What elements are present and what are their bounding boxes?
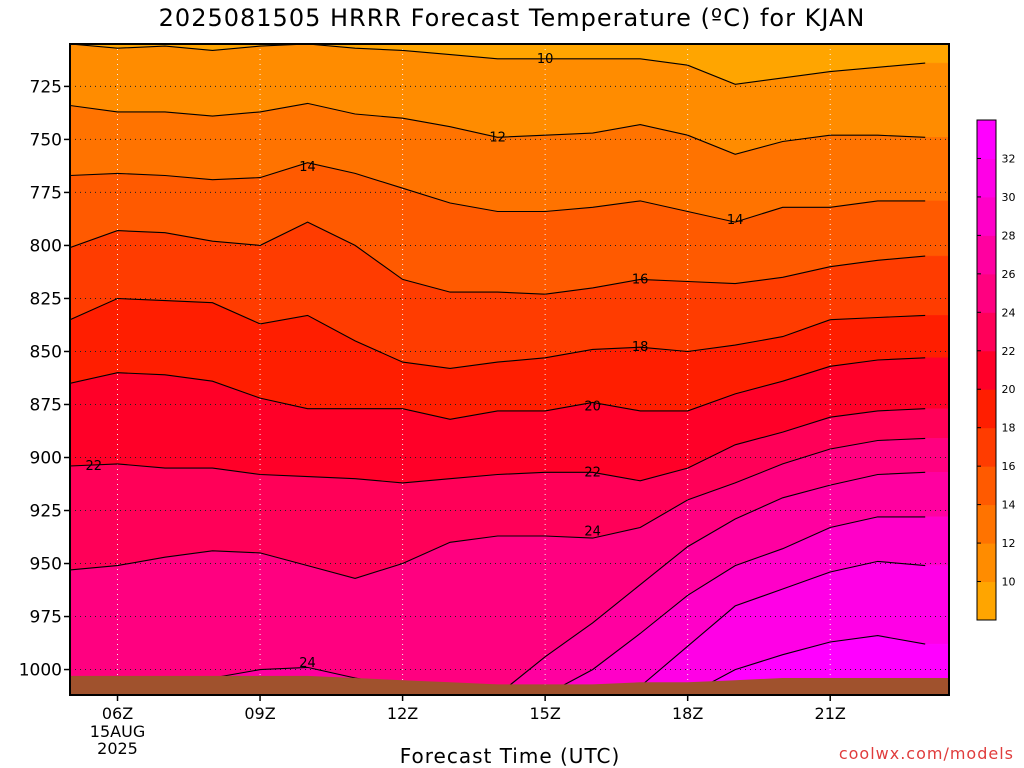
isotherm-32	[70, 635, 926, 695]
colorbar-swatch	[977, 196, 996, 236]
colorbar-tick-label: 30	[1002, 191, 1016, 204]
y-axis: 725 750 775 800 825 850 875 900 925 950 975 1000	[19, 77, 70, 681]
colorbar-tick-label: 16	[1002, 460, 1016, 473]
gridlines	[70, 44, 949, 695]
colorbar-swatch	[977, 389, 996, 429]
temperature-band-12	[70, 635, 949, 695]
y-tick-label: 875	[30, 395, 62, 415]
colorbar-swatch	[977, 120, 996, 159]
y-tick-label: 825	[30, 289, 62, 309]
y-tick-label: 950	[30, 555, 62, 575]
isotherm-12	[70, 102, 926, 155]
isotherm-30	[70, 560, 926, 695]
colorbar-tick-label: 18	[1002, 422, 1016, 435]
y-tick-label: 900	[30, 449, 62, 469]
source-credit: coolwx.com/models	[838, 744, 1014, 763]
temperature-band-11	[70, 561, 949, 695]
contour-label: 18	[632, 340, 649, 355]
x-tick-label: 06Z	[102, 704, 133, 723]
contour-label: 16	[632, 272, 649, 287]
contour-label: 24	[584, 525, 601, 540]
colorbar-swatch	[977, 158, 996, 198]
y-tick-label: 725	[30, 77, 62, 97]
isotherm-24	[70, 437, 926, 579]
x-tick-sublabel: 15AUG	[90, 722, 145, 741]
colorbar-swatch	[977, 427, 996, 467]
colorbar-tick-label: 24	[1002, 306, 1016, 319]
temperature-bands	[70, 44, 949, 695]
x-tick-label: 21Z	[815, 704, 846, 723]
y-tick-label: 800	[30, 236, 62, 256]
isotherm-16	[70, 221, 926, 295]
contour-label: 22	[584, 465, 601, 480]
isotherm-18	[70, 297, 926, 369]
colorbar-tick-label: 10	[1002, 576, 1016, 589]
x-tick-label: 18Z	[672, 704, 703, 723]
colorbar-swatch	[977, 235, 996, 275]
chart-title: 2025081505 HRRR Forecast Temperature (ºC…	[158, 4, 866, 32]
colorbar-tick-label: 26	[1002, 268, 1016, 281]
isotherm-20	[70, 357, 926, 420]
colorbar-swatch	[977, 581, 996, 621]
colorbar-tick-label: 20	[1002, 383, 1016, 396]
x-tick-label: 12Z	[387, 704, 418, 723]
temperature-band-10	[70, 516, 949, 695]
colorbar-swatch	[977, 466, 996, 506]
y-tick-label: 850	[30, 342, 62, 362]
contour-label: 24	[299, 656, 316, 671]
ground-surface	[70, 675, 949, 695]
contour-labels: 10 12 14 14 16 18 20 22 22 24 24	[85, 52, 743, 671]
colorbar-swatch	[977, 350, 996, 390]
colorbar-tick-label: 32	[1002, 152, 1016, 165]
contour-label: 14	[299, 160, 316, 175]
colorbar-swatch	[977, 504, 996, 544]
contour-label: 22	[85, 459, 102, 474]
y-tick-label: 1000	[19, 661, 62, 681]
x-tick-label: 15Z	[529, 704, 560, 723]
contour-label: 12	[489, 130, 506, 145]
y-tick-label: 975	[30, 608, 62, 628]
colorbar-tick-label: 12	[1002, 537, 1016, 550]
ground-fill	[70, 675, 949, 695]
isotherm-22	[70, 408, 926, 484]
isotherm-10	[70, 44, 926, 85]
x-tick-sublabel: 2025	[97, 739, 138, 758]
contour-label: 10	[537, 52, 554, 67]
colorbar-swatch	[977, 312, 996, 352]
plot-frame	[69, 43, 950, 696]
x-tick-label: 09Z	[244, 704, 275, 723]
contour-label: 14	[727, 213, 744, 228]
colorbar-tick-label: 28	[1002, 229, 1016, 242]
x-axis-label: Forecast Time (UTC)	[399, 744, 621, 768]
y-tick-label: 775	[30, 183, 62, 203]
y-tick-label: 750	[30, 130, 62, 150]
colorbar-tick-label: 14	[1002, 499, 1016, 512]
isotherm-14	[70, 162, 926, 223]
colorbar-tick-label: 22	[1002, 345, 1016, 358]
contour-label: 20	[584, 400, 601, 415]
colorbar-frame	[976, 119, 997, 621]
y-tick-label: 925	[30, 502, 62, 522]
colorbar: 10 12 14 16 18 20 22 24 26 28 30 32	[976, 119, 1016, 621]
isotherm-lines	[70, 44, 926, 695]
isotherm-28	[70, 516, 926, 695]
colorbar-swatch	[977, 543, 996, 583]
colorbar-swatch	[977, 273, 996, 313]
